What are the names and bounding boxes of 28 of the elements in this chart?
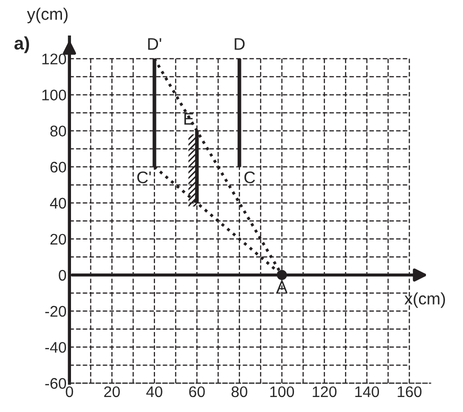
y-axis-title: y(cm) xyxy=(27,8,68,24)
annotation: D xyxy=(234,38,245,50)
x-tick-label: 80 xyxy=(232,386,248,398)
y-tick-label: 20 xyxy=(50,234,66,245)
y-tick-label: -20 xyxy=(45,306,66,317)
x-tick-label: 20 xyxy=(104,386,120,398)
x-tick-label: 140 xyxy=(355,386,380,398)
y-tick-label: 120 xyxy=(42,54,66,64)
y-tick-label: -40 xyxy=(45,342,66,353)
x-tick-label: 100 xyxy=(270,386,294,398)
annotation: A xyxy=(276,281,288,293)
y-tick-label: 80 xyxy=(50,126,66,136)
y-tick-label: 100 xyxy=(42,90,66,100)
annotation: E xyxy=(184,113,194,125)
annotation: C xyxy=(244,171,255,184)
x-axis-title: x(cm) xyxy=(404,292,445,308)
y-tick-label: 0 xyxy=(58,270,66,281)
annotation: C' xyxy=(137,171,151,184)
x-tick-label: 40 xyxy=(146,386,162,398)
x-tick-label: 0 xyxy=(66,386,74,398)
x-tick-label: 120 xyxy=(312,386,337,398)
y-tick-label: -60 xyxy=(45,378,66,389)
x-tick-label: 60 xyxy=(189,386,205,398)
annotation: D' xyxy=(148,38,162,50)
text: a) xyxy=(14,36,30,54)
y-tick-label: 40 xyxy=(50,198,66,209)
x-tick-label: 160 xyxy=(398,386,422,398)
y-tick-label: 60 xyxy=(50,162,66,173)
